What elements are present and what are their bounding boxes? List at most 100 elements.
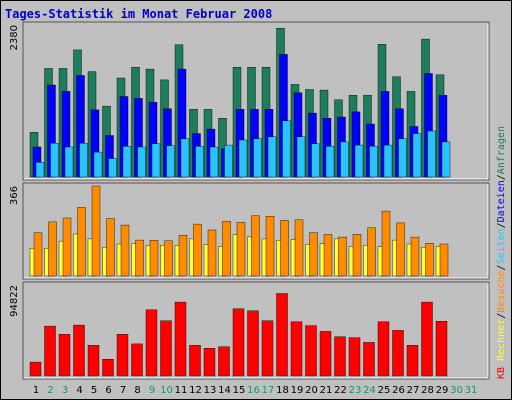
day-label: 28 — [421, 385, 434, 396]
middle-visits-bar — [251, 215, 260, 277]
bottom-kbytes-bar — [261, 320, 274, 377]
bottom-kbytes-bar — [29, 361, 42, 377]
legend-label-anfragen: Anfragen — [496, 126, 507, 174]
middle-panel-highlight — [24, 184, 489, 279]
middle-visits-bar — [367, 227, 376, 277]
middle-visits-bar — [236, 222, 246, 277]
top-pages-bar — [340, 141, 349, 178]
middle-visits-bar — [280, 220, 289, 277]
day-label: 4 — [76, 385, 82, 396]
bottom-kbytes-bar — [174, 301, 187, 377]
bottom-kbytes-bar — [44, 325, 56, 377]
bottom-kbytes-bar — [160, 320, 172, 377]
top-pages-bar — [398, 138, 407, 178]
day-label: 2 — [47, 385, 53, 396]
middle-visits-bar — [135, 239, 144, 277]
day-label: 11 — [175, 385, 188, 396]
top-pages-bar — [412, 133, 422, 178]
middle-visits-bar — [352, 233, 362, 277]
top-pages-bar — [108, 158, 117, 178]
bottom-kbytes-bar — [203, 348, 216, 377]
top-pages-bar — [224, 144, 233, 178]
middle-visits-bar — [222, 220, 231, 277]
middle-visits-bar — [396, 222, 405, 277]
legend-separator: / — [496, 222, 507, 228]
top-pages-bar — [296, 136, 306, 178]
top-panel-highlight — [24, 23, 489, 180]
top-pages-bar — [79, 142, 88, 178]
top-pages-bar — [166, 145, 175, 178]
legend-label-rechner: Rechner — [496, 319, 507, 361]
day-label: 9 — [149, 385, 155, 396]
day-label: 6 — [105, 385, 111, 396]
bottom-kbytes-bar — [189, 345, 201, 377]
day-label: 16 — [247, 385, 260, 396]
bottom-kbytes-bar — [363, 342, 375, 377]
middle-visits-bar — [48, 221, 57, 277]
day-label: 23 — [349, 385, 362, 396]
bottom-kbytes-bar — [58, 334, 71, 377]
day-label: 30 — [450, 385, 463, 396]
day-label: 17 — [262, 385, 275, 396]
top-pages-bar — [195, 146, 204, 178]
bottom-kbytes-bar — [232, 308, 245, 377]
legend-separator: / — [496, 174, 507, 180]
top-pages-bar — [253, 138, 262, 178]
middle-visits-bar — [178, 234, 188, 277]
bottom-kbytes-bar — [116, 334, 129, 377]
middle-ymax-label: 366 — [9, 186, 20, 205]
bottom-kbytes-bar — [247, 310, 259, 377]
top-pages-bar — [209, 146, 219, 178]
top-pages-bar — [137, 146, 146, 178]
day-label: 24 — [363, 385, 376, 396]
bottom-kbytes-bar — [377, 321, 390, 377]
legend-label-besuche: Besuche — [496, 271, 507, 313]
bottom-kbytes-bar — [348, 337, 361, 377]
bottom-kbytes-bar — [218, 346, 230, 377]
top-pages-bar — [325, 146, 335, 178]
day-label: 15 — [233, 385, 246, 396]
middle-visits-bar — [425, 243, 434, 277]
legend-label-dateien: Dateien — [496, 180, 507, 222]
legend-separator: / — [496, 313, 507, 319]
day-label: 7 — [120, 385, 126, 396]
top-pages-bar — [311, 143, 320, 178]
middle-visits-bar — [62, 217, 72, 277]
bottom-kbytes-bar — [319, 331, 332, 377]
middle-visits-bar — [323, 234, 333, 277]
bottom-kbytes-bar — [102, 359, 114, 377]
top-pages-bar — [441, 141, 451, 178]
day-label: 29 — [436, 385, 449, 396]
top-panel — [22, 21, 490, 181]
day-label: 31 — [465, 385, 478, 396]
middle-visits-bar — [207, 229, 217, 277]
middle-visits-bar — [77, 207, 86, 277]
middle-visits-bar — [381, 210, 391, 277]
middle-visits-bar — [106, 218, 115, 277]
day-label: 5 — [91, 385, 97, 396]
day-label: 18 — [276, 385, 289, 396]
day-label: 8 — [134, 385, 140, 396]
bottom-kbytes-bar — [131, 343, 143, 377]
middle-visits-bar — [91, 185, 101, 277]
top-pages-bar — [354, 144, 364, 178]
top-pages-bar — [50, 142, 59, 178]
top-pages-bar — [64, 146, 74, 178]
top-pages-bar — [180, 138, 190, 178]
bottom-kbytes-bar — [421, 301, 433, 377]
bottom-kbytes-bar — [392, 330, 404, 377]
day-label: 22 — [334, 385, 347, 396]
day-label: 25 — [378, 385, 391, 396]
day-label: 19 — [291, 385, 304, 396]
series-legend: KB Rechner/Besuche/Seiten/Dateien/Anfrag… — [496, 126, 507, 379]
day-label: 12 — [189, 385, 202, 396]
top-pages-bar — [383, 144, 393, 178]
bottom-panel-highlight — [24, 283, 489, 379]
day-label: 26 — [392, 385, 405, 396]
bottom-ymax-label: 94822 — [9, 285, 20, 317]
legend-separator: / — [496, 265, 507, 271]
middle-visits-bar — [149, 240, 159, 277]
middle-visits-bar — [164, 240, 173, 277]
top-pages-bar — [369, 146, 378, 178]
top-ymax-label: 2380 — [9, 25, 20, 50]
